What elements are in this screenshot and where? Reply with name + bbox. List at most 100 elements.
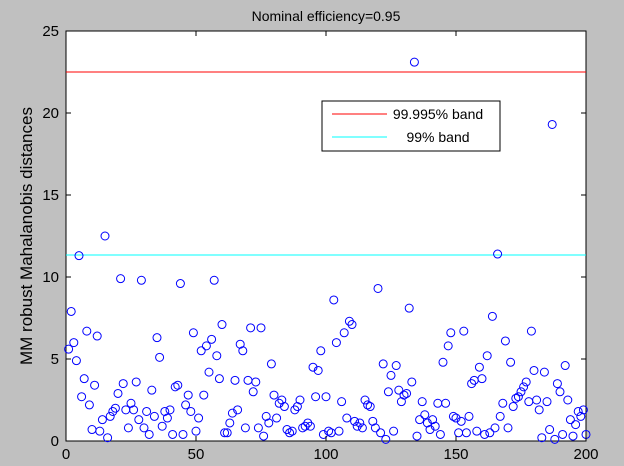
data-point-55 <box>207 334 217 344</box>
data-point-45 <box>181 400 191 410</box>
data-point-61 <box>222 428 232 438</box>
data-point-78 <box>266 359 276 369</box>
data-point-127 <box>394 385 404 395</box>
data-point-31 <box>144 429 154 439</box>
data-point-13 <box>97 415 107 425</box>
data-point-162 <box>485 428 495 438</box>
x-tick-label-3: 150 <box>443 446 468 463</box>
data-point-67 <box>238 346 248 356</box>
data-point-136 <box>417 397 427 407</box>
data-point-56 <box>209 275 219 285</box>
data-point-99 <box>321 392 331 402</box>
data-point-157 <box>472 426 482 436</box>
data-point-138 <box>422 418 432 428</box>
y-tick-label-5: 25 <box>42 23 59 40</box>
data-point-135 <box>415 415 425 425</box>
data-point-118 <box>370 423 380 433</box>
data-point-183 <box>539 367 549 377</box>
data-point-119 <box>373 283 383 293</box>
data-point-73 <box>253 423 263 433</box>
data-point-197 <box>576 411 586 421</box>
data-point-125 <box>389 426 399 436</box>
data-point-11 <box>92 331 102 341</box>
data-point-12 <box>95 426 105 436</box>
y-tick-label-4: 20 <box>42 105 59 122</box>
data-point-168 <box>500 336 510 346</box>
y-tick-label-3: 15 <box>42 187 59 204</box>
data-point-2 <box>69 338 79 348</box>
data-point-160 <box>480 429 490 439</box>
data-point-28 <box>136 275 146 285</box>
data-point-121 <box>378 359 388 369</box>
data-point-21 <box>118 379 128 389</box>
data-point-96 <box>313 365 323 375</box>
data-point-8 <box>84 400 94 410</box>
data-point-41 <box>170 382 180 392</box>
data-point-29 <box>139 423 149 433</box>
data-point-38 <box>162 413 172 423</box>
data-point-114 <box>360 395 370 405</box>
data-point-53 <box>201 341 211 351</box>
data-point-36 <box>157 421 167 431</box>
data-point-86 <box>287 426 297 436</box>
data-point-83 <box>279 402 289 412</box>
data-point-154 <box>464 411 474 421</box>
data-point-188 <box>552 379 562 389</box>
data-point-185 <box>545 425 555 435</box>
data-point-105 <box>337 397 347 407</box>
data-point-58 <box>214 374 224 384</box>
data-point-27 <box>134 415 144 425</box>
data-point-174 <box>516 387 526 397</box>
data-point-149 <box>451 413 461 423</box>
data-point-51 <box>196 346 206 356</box>
data-point-153 <box>461 428 471 438</box>
data-point-134 <box>412 431 422 441</box>
y-tick-label-2: 10 <box>42 269 59 286</box>
data-point-68 <box>240 423 250 433</box>
data-point-43 <box>175 279 185 289</box>
legend-box <box>321 100 501 152</box>
data-point-159 <box>477 374 487 384</box>
data-point-0 <box>64 344 74 354</box>
data-point-80 <box>272 413 282 423</box>
data-point-74 <box>256 323 266 333</box>
data-point-112 <box>355 418 365 428</box>
data-point-20 <box>116 274 126 284</box>
data-point-133 <box>409 57 419 67</box>
data-point-192 <box>563 395 573 405</box>
data-point-46 <box>183 390 193 400</box>
data-point-123 <box>383 387 393 397</box>
data-point-109 <box>347 320 357 330</box>
data-point-140 <box>428 415 438 425</box>
data-point-32 <box>147 385 157 395</box>
data-point-76 <box>261 411 271 421</box>
data-point-50 <box>194 413 204 423</box>
data-point-64 <box>230 375 240 385</box>
data-point-104 <box>334 426 344 436</box>
data-point-170 <box>506 357 516 367</box>
data-point-71 <box>248 387 258 397</box>
data-point-15 <box>103 433 113 443</box>
data-point-103 <box>331 338 341 348</box>
data-point-19 <box>113 388 123 398</box>
data-point-137 <box>420 410 430 420</box>
x-tick-label-1: 50 <box>188 446 205 463</box>
data-point-87 <box>290 405 300 415</box>
data-point-48 <box>188 328 198 338</box>
data-point-66 <box>235 339 245 349</box>
data-point-180 <box>532 395 542 405</box>
data-point-37 <box>160 406 170 416</box>
data-point-97 <box>316 346 326 356</box>
data-point-164 <box>490 423 500 433</box>
data-point-107 <box>342 413 352 423</box>
data-point-62 <box>225 418 235 428</box>
data-point-141 <box>430 421 440 431</box>
data-point-179 <box>529 365 539 375</box>
data-point-122 <box>381 434 391 444</box>
data-point-175 <box>519 382 529 392</box>
data-point-143 <box>435 429 445 439</box>
data-point-81 <box>274 398 284 408</box>
data-point-132 <box>407 377 417 387</box>
data-point-59 <box>217 320 227 330</box>
data-point-120 <box>376 428 386 438</box>
